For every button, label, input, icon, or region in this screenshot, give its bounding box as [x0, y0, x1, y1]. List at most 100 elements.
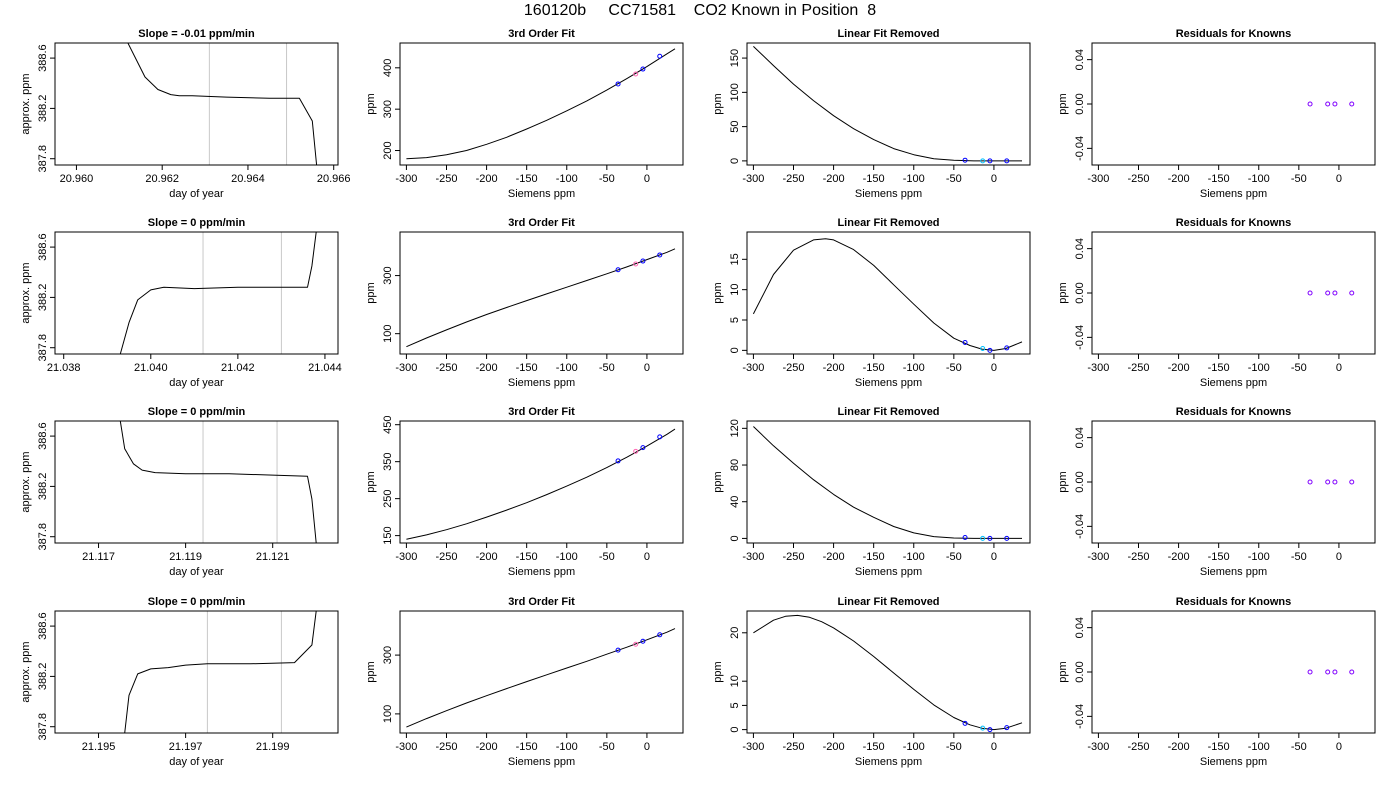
y-axis-label: approx. ppm [20, 451, 32, 512]
x-tick-label: -50 [1291, 173, 1307, 185]
chart-panel: Linear Fit Removed -300 -250 -200 -150 -100 -5… [712, 596, 1031, 768]
plot-frame [54, 420, 339, 544]
y-tick-label: 388.2 [37, 473, 49, 501]
x-tick-label: -250 [435, 741, 457, 753]
x-tick-label: 0 [1336, 741, 1342, 753]
x-axis-label: Siemens ppm [1200, 188, 1267, 200]
y-tick-label: 100 [729, 83, 741, 101]
y-tick-label: 50 [729, 120, 741, 132]
data-point [640, 445, 646, 451]
plot-frame [399, 42, 684, 166]
plot-area [1307, 101, 1355, 107]
data-point [980, 725, 986, 731]
data-point [657, 252, 663, 258]
data-point [1332, 290, 1338, 296]
x-axis-label: Siemens ppm [508, 188, 575, 200]
panel-title: Linear Fit Removed [837, 596, 939, 608]
y-tick-label: 15 [729, 253, 741, 265]
x-tick-label: -100 [1248, 362, 1270, 374]
x-tick-label: -200 [476, 551, 498, 563]
x-axis-label: day of year [169, 377, 224, 389]
y-tick-label: -0.04 [1074, 325, 1086, 350]
x-tick-label: -100 [903, 551, 925, 563]
x-tick-label: 20.962 [145, 173, 179, 185]
x-tick-label: -200 [1168, 741, 1190, 753]
plot-frame [1091, 610, 1376, 734]
plot-area [753, 614, 1023, 733]
y-tick-label: 150 [382, 526, 394, 544]
page-title: 160120b CC71581 CO2 Known in Position 8 [523, 2, 877, 19]
plot-area [406, 248, 676, 348]
data-point [1004, 725, 1010, 731]
data-point [962, 720, 968, 726]
x-axis-label: Siemens ppm [508, 756, 575, 768]
x-tick-label: 21.042 [221, 362, 255, 374]
y-tick-label: 5 [729, 702, 741, 708]
x-axis-label: Siemens ppm [855, 566, 922, 578]
chart-panel: 3rd Order Fit -300 -250 -200 -150 -100 -50 0 150… [365, 406, 684, 578]
series-line [119, 232, 317, 354]
series-line [406, 628, 676, 728]
x-tick-label: -200 [1168, 551, 1190, 563]
y-axis-label: approx. ppm [20, 262, 32, 323]
x-tick-label: -250 [1127, 551, 1149, 563]
series-line [406, 428, 676, 540]
x-tick-label: -50 [946, 551, 962, 563]
y-tick-label: 300 [382, 266, 394, 284]
data-point [633, 261, 639, 267]
data-point [987, 158, 993, 164]
data-point [1325, 479, 1331, 485]
series-line [406, 248, 676, 348]
series-line [753, 46, 1022, 162]
y-tick-label: -0.04 [1074, 514, 1086, 539]
x-tick-label: -100 [1248, 551, 1270, 563]
chart-panel: Linear Fit Removed -300 -250 -200 -150 -100 -5… [712, 406, 1031, 578]
x-tick-label: -250 [435, 551, 457, 563]
panel-title: Linear Fit Removed [837, 217, 939, 229]
x-tick-label: -200 [823, 173, 845, 185]
x-tick-label: -50 [1291, 362, 1307, 374]
y-tick-label: 300 [382, 100, 394, 118]
x-tick-label: -150 [516, 741, 538, 753]
x-tick-label: 21.197 [169, 741, 203, 753]
y-tick-label: 0 [729, 347, 741, 353]
x-tick-label: -300 [395, 362, 417, 374]
x-tick-label: 0 [991, 362, 997, 374]
x-tick-label: -200 [476, 362, 498, 374]
plot-frame [399, 610, 684, 734]
x-tick-label: -200 [476, 173, 498, 185]
panel-title: Slope = 0 ppm/min [148, 406, 246, 418]
x-tick-label: -50 [1291, 551, 1307, 563]
x-tick-label: -100 [556, 551, 578, 563]
chart-panel: Slope = 0 ppm/min 21.038 21.040 21.042 21.04… [20, 217, 342, 389]
data-point [962, 157, 968, 163]
panel-title: Residuals for Knowns [1176, 28, 1292, 40]
x-tick-label: -50 [946, 362, 962, 374]
x-tick-label: -250 [782, 551, 804, 563]
x-tick-label: 21.119 [169, 551, 202, 563]
x-tick-label: -250 [1127, 741, 1149, 753]
chart-panel: 3rd Order Fit -300 -250 -200 -150 -100 -50 0 100… [365, 217, 684, 389]
x-axis-label: Siemens ppm [855, 756, 922, 768]
x-tick-label: -250 [782, 362, 804, 374]
x-tick-label: -200 [1168, 362, 1190, 374]
x-tick-label: -100 [556, 173, 578, 185]
x-tick-label: -250 [782, 173, 804, 185]
y-tick-label: 0 [729, 158, 741, 164]
data-point [633, 71, 639, 77]
y-axis-label: ppm [712, 282, 724, 303]
panel-title: Residuals for Knowns [1176, 406, 1292, 418]
x-tick-label: 0 [1336, 551, 1342, 563]
plot-frame [1091, 42, 1376, 166]
panel-title: 3rd Order Fit [508, 217, 575, 229]
y-tick-label: 350 [382, 452, 394, 470]
x-tick-label: -250 [782, 741, 804, 753]
chart-panel: Residuals for Knowns -300 -250 -200 -150 -100… [1057, 596, 1376, 768]
y-tick-label: -0.04 [1074, 136, 1086, 161]
x-tick-label: -200 [476, 741, 498, 753]
x-tick-label: -300 [742, 741, 764, 753]
data-point [1325, 669, 1331, 675]
plot-area [119, 421, 317, 543]
x-tick-label: 0 [1336, 173, 1342, 185]
